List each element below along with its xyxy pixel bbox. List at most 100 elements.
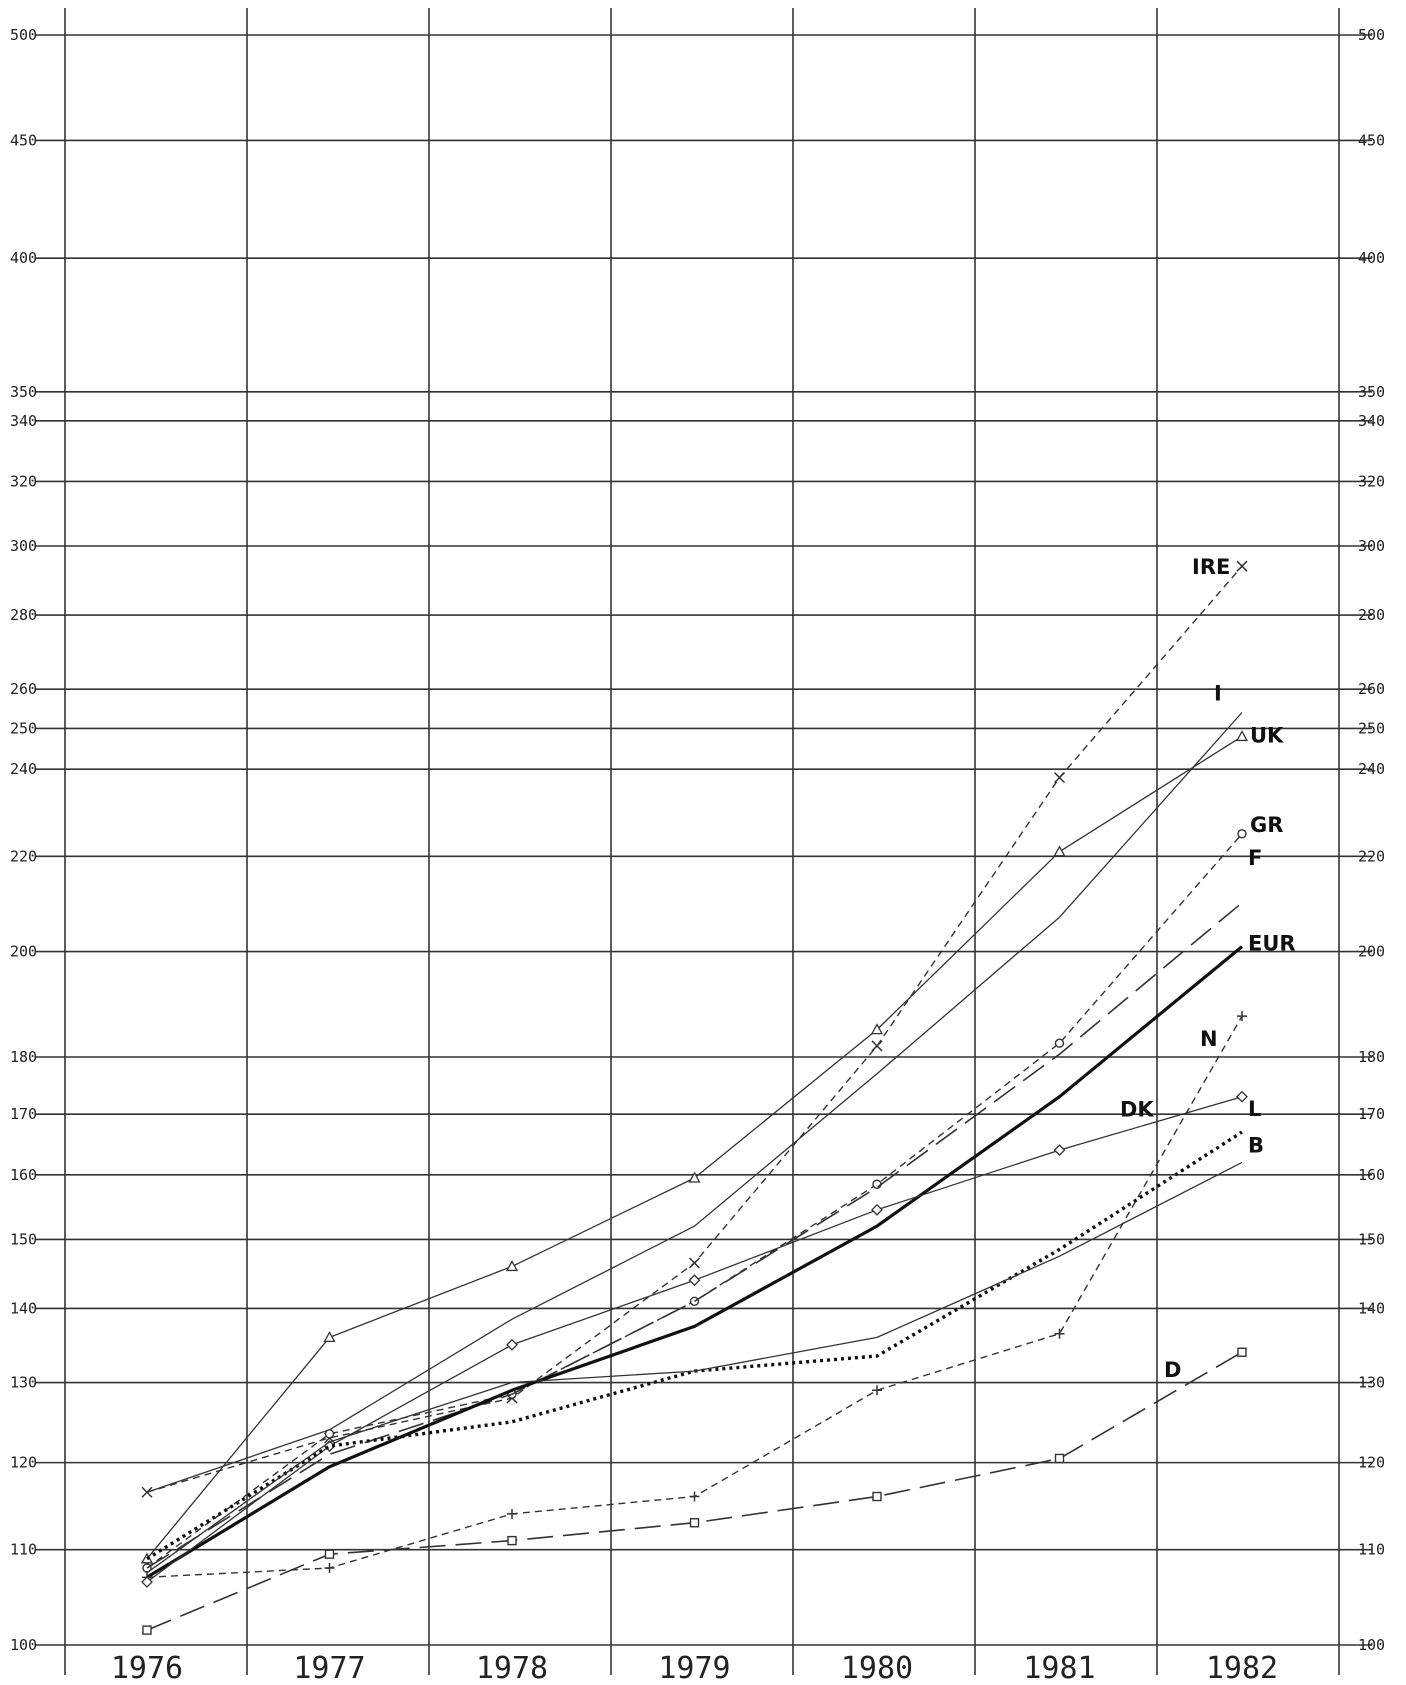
y-tick-label-left: 200	[10, 943, 37, 961]
y-tick-label-left: 300	[10, 537, 37, 555]
y-tick-label-right: 260	[1358, 680, 1385, 698]
y-tick-label-left: 400	[10, 249, 37, 267]
diamond-marker	[871, 1203, 883, 1216]
y-tick-label-right: 180	[1358, 1048, 1385, 1066]
y-tick-label-right: 240	[1358, 760, 1385, 778]
series-line-dk	[146, 1096, 1243, 1583]
y-tick-label-left: 320	[10, 472, 37, 490]
y-tick-label-left: 240	[10, 760, 37, 778]
y-tick-label-left: 350	[10, 383, 37, 401]
y-tick-label-right: 500	[1358, 26, 1385, 44]
series-line-b	[146, 1161, 1243, 1574]
y-tick-label-left: 450	[10, 131, 37, 149]
series-d	[142, 1347, 1247, 1635]
y-tick-label-right: 350	[1358, 383, 1385, 401]
y-tick-label-left: 220	[10, 847, 37, 865]
series-label-n: N	[1200, 1027, 1218, 1051]
series-b	[146, 1161, 1243, 1574]
series-labels: IRE I UK GR F EUR N DK LB D	[1120, 555, 1296, 1382]
plus-marker	[507, 1508, 517, 1519]
grid	[35, 8, 1372, 1675]
series-eur	[146, 945, 1244, 1579]
square-marker	[872, 1491, 882, 1502]
y-tick-label-right: 450	[1358, 131, 1385, 149]
x-tick-label: 1981	[1023, 1651, 1095, 1685]
x-tick-label: 1977	[293, 1651, 365, 1685]
y-tick-label-right: 170	[1358, 1105, 1385, 1123]
tick-labels: 100 100 110 110 120 120 130 130 140 140 150 150 160 1…	[10, 26, 1385, 1685]
y-tick-label-right: 300	[1358, 537, 1385, 555]
y-tick-label-left: 150	[10, 1230, 37, 1248]
x-marker	[141, 1486, 153, 1498]
series-dk	[141, 1090, 1248, 1588]
x-marker	[1236, 560, 1248, 572]
y-tick-label-left: 340	[10, 412, 37, 430]
y-tick-label-left: 280	[10, 606, 37, 624]
y-tick-label-right: 340	[1358, 412, 1385, 430]
plus-marker	[689, 1491, 700, 1502]
series-i	[146, 712, 1243, 1493]
y-tick-label-right: 150	[1358, 1230, 1385, 1248]
series-label-uk: UK	[1250, 723, 1284, 747]
x-marker	[871, 1040, 883, 1052]
y-tick-label-left: 250	[10, 719, 37, 737]
series-label-f: F	[1248, 846, 1262, 870]
y-tick-label-right: 400	[1358, 249, 1385, 267]
y-tick-label-left: 120	[10, 1454, 37, 1472]
circle-marker	[1237, 829, 1247, 839]
diamond-marker	[1053, 1144, 1066, 1157]
series-uk	[140, 730, 1249, 1564]
square-marker	[507, 1535, 517, 1546]
y-tick-label-left: 140	[10, 1299, 37, 1317]
series-label-b: B	[1248, 1133, 1264, 1157]
series-line-d	[146, 1351, 1243, 1631]
y-tick-label-right: 250	[1358, 719, 1385, 737]
series-line-ire	[146, 565, 1243, 1493]
series-line-gr	[146, 833, 1243, 1569]
series-line-f	[146, 902, 1243, 1569]
y-tick-label-left: 500	[10, 26, 37, 44]
y-tick-label-right: 100	[1358, 1636, 1385, 1654]
series-label-d: D	[1164, 1358, 1181, 1382]
x-marker	[688, 1257, 701, 1269]
y-tick-label-right: 220	[1358, 847, 1385, 865]
y-tick-label-left: 110	[10, 1541, 37, 1559]
y-tick-label-right: 130	[1358, 1374, 1385, 1392]
series-label-dk: DK	[1120, 1098, 1154, 1122]
y-tick-label-right: 160	[1358, 1166, 1385, 1184]
x-tick-label: 1982	[1206, 1651, 1278, 1685]
y-tick-label-left: 260	[10, 680, 37, 698]
x-tick-label: 1978	[476, 1651, 548, 1685]
y-tick-label-right: 320	[1358, 472, 1385, 490]
y-tick-label-left: 160	[10, 1166, 37, 1184]
triangle-marker	[323, 1331, 336, 1343]
x-tick-label: 1976	[111, 1651, 183, 1685]
square-marker	[689, 1518, 700, 1528]
y-tick-label-left: 130	[10, 1374, 37, 1392]
y-tick-label-right: 140	[1358, 1299, 1385, 1317]
circle-marker	[689, 1296, 700, 1306]
y-tick-label-left: 170	[10, 1105, 37, 1123]
series-label-i: I	[1214, 682, 1222, 706]
diamond-marker	[141, 1576, 153, 1588]
x-marker	[1053, 772, 1066, 784]
square-marker	[142, 1625, 152, 1635]
series-label-gr: GR	[1250, 813, 1283, 837]
triangle-marker	[1235, 730, 1249, 742]
y-tick-label-right: 280	[1358, 606, 1385, 624]
series-ire	[141, 560, 1248, 1498]
triangle-marker	[505, 1260, 519, 1272]
x-tick-label: 1979	[658, 1651, 730, 1685]
y-tick-label-right: 120	[1358, 1454, 1385, 1472]
series-gr	[142, 829, 1247, 1573]
triangle-marker	[870, 1023, 884, 1035]
circle-marker	[1054, 1038, 1065, 1048]
y-tick-label-left: 100	[10, 1636, 37, 1654]
diamond-marker	[1236, 1090, 1248, 1103]
series-line-eur	[146, 945, 1244, 1579]
y-tick-label-left: 180	[10, 1048, 37, 1066]
series-lines	[140, 560, 1249, 1635]
plus-marker	[1237, 1011, 1247, 1022]
square-marker	[1054, 1453, 1065, 1464]
